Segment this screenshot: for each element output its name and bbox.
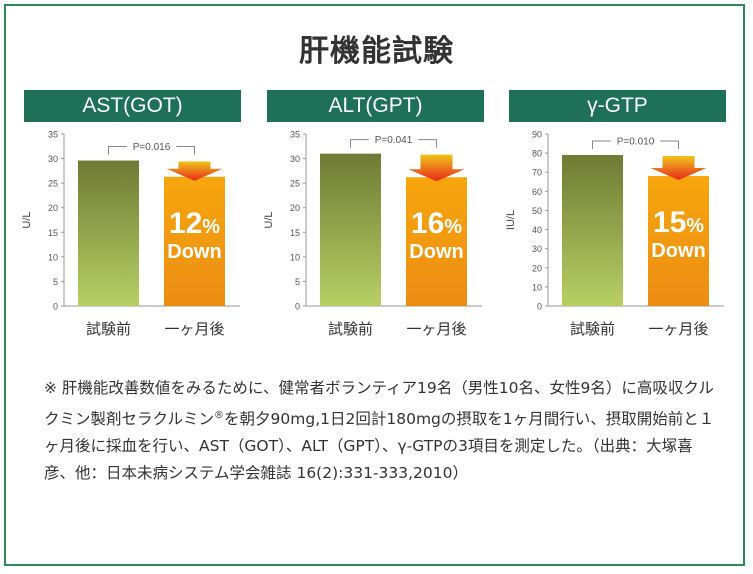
reduction-word-label: Down [167,241,221,263]
y-tick-label: 50 [532,206,542,216]
y-tick-label: 25 [290,179,300,189]
reduction-percent-number: 12 [169,207,202,240]
y-tick-label: 15 [48,228,58,238]
reduction-percent-number: 15 [653,206,686,239]
y-tick-label: 5 [295,277,300,287]
y-tick-label: 0 [53,302,58,312]
y-tick-label: 30 [532,244,542,254]
y-tick-label: 0 [537,302,542,312]
reduction-arrow [650,156,707,181]
reduction-arrow [166,161,223,181]
y-tick-label: 25 [48,179,58,189]
reduction-arrow [408,154,465,182]
y-tick-label: 90 [532,130,542,140]
y-tick-label: 10 [290,252,300,262]
p-value-background [126,140,177,153]
p-value-label: P=0.016 [133,142,171,153]
reduction-percent-unit: % [686,215,704,237]
y-tick-label: 60 [532,187,542,197]
y-tick-label: 30 [48,154,58,164]
y-tick-label: 5 [53,277,58,287]
bar-before [562,155,623,306]
note-text-2: を朝夕90mg,1日2回計180mgの摂取を1ヶ月間行い、摂取開始前と１ヶ月後に… [44,410,715,483]
chart-title-ast: AST(GOT) [24,90,241,122]
bar-before [78,160,139,306]
y-tick-label: 20 [532,263,542,273]
bar-after [406,177,467,306]
chart-ggtp: 0 10 20 30 40 50 60 70 80 90 IU/L 試験前 一ヶ月後 P=0.010 15%… [505,130,724,338]
reduction-percent-label: 12% [169,207,220,240]
y-axis-label: IU/L [505,210,517,230]
y-tick-label: 40 [532,225,542,235]
y-tick-label: 0 [295,302,300,312]
reduction-word-label: Down [409,241,463,263]
y-tick-label: 15 [290,228,300,238]
x-category-label: 一ヶ月後 [406,320,466,338]
y-tick-label: 35 [48,130,58,140]
p-value-label: P=0.041 [375,135,413,146]
y-tick-label: 80 [532,149,542,159]
content-frame [4,4,745,566]
p-value-background [368,133,419,146]
note-text-1: ※ 肝機能改善数値をみるために、健常者ボランティア19名（男性10名、女性9名）… [44,379,714,429]
x-category-label: 一ヶ月後 [164,320,224,338]
y-tick-label: 20 [290,203,300,213]
x-category-label: 試験前 [86,320,131,338]
reduction-percent-unit: % [202,216,220,238]
reduction-percent-label: 16% [411,207,462,240]
chart-title-ggtp: γ-GTP [509,90,726,122]
reduction-percent-number: 16 [411,207,444,240]
bar-after [648,176,709,306]
bar-after [164,176,225,306]
y-axis-label: U/L [21,211,33,228]
y-tick-label: 10 [48,252,58,262]
reduction-word-label: Down [651,240,705,262]
y-axis-label: U/L [263,211,275,228]
reduction-percent-unit: % [444,216,462,238]
y-tick-label: 20 [48,203,58,213]
y-tick-label: 10 [532,282,542,292]
chart-title-alt: ALT(GPT) [267,90,484,122]
p-value-label: P=0.010 [617,137,655,148]
x-category-label: 一ヶ月後 [648,320,708,338]
page-title: 肝機能試験 [299,34,454,69]
bar-before [320,153,381,306]
registered-mark: ® [214,410,225,421]
reduction-percent-label: 15% [653,206,704,239]
x-category-label: 試験前 [328,320,373,338]
study-note: ※ 肝機能改善数値をみるために、健常者ボランティア19名（男性10名、女性9名）… [44,375,720,487]
x-category-label: 試験前 [570,320,615,338]
y-tick-label: 30 [290,154,300,164]
y-tick-label: 70 [532,168,542,178]
y-tick-label: 35 [290,130,300,140]
p-value-background [610,135,661,148]
